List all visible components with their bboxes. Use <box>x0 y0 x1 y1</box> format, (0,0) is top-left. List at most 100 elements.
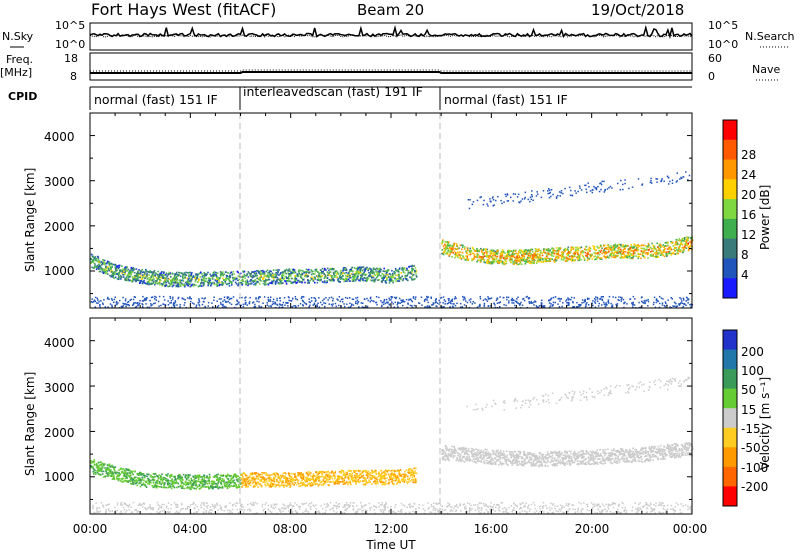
scatter-cell <box>171 272 174 274</box>
scatter-cell <box>308 298 310 300</box>
scatter-cell <box>90 257 92 260</box>
scatter-cell <box>464 259 467 261</box>
scatter-cell <box>346 297 349 299</box>
scatter-cell <box>575 248 577 251</box>
scatter-cell <box>292 270 294 272</box>
scatter-cell <box>204 297 206 299</box>
scatter-cell <box>516 258 519 260</box>
scatter-cell <box>225 306 227 308</box>
scatter-cell <box>173 475 175 478</box>
scatter-cell <box>229 302 231 304</box>
scatter-cell <box>615 255 617 257</box>
scatter-cell <box>682 305 685 308</box>
scatter-cell <box>365 280 368 282</box>
scatter-cell <box>362 278 364 280</box>
scatter-cell <box>409 272 412 275</box>
scatter-cell <box>645 248 648 251</box>
scatter-cell <box>688 174 691 177</box>
scatter-cell <box>690 303 692 306</box>
scatter-cell <box>115 267 118 270</box>
scatter-cell <box>103 259 106 262</box>
scatter-cell <box>357 278 360 281</box>
scatter-cell <box>597 256 599 259</box>
scatter-cell <box>314 300 317 303</box>
scatter-cell <box>188 280 191 282</box>
scatter-cell <box>685 304 687 307</box>
scatter-cell <box>115 471 117 473</box>
scatter-cell <box>473 257 475 259</box>
scatter-cell <box>133 296 136 298</box>
scatter-cell <box>122 305 125 307</box>
scatter-cell <box>606 246 609 249</box>
scatter-cell <box>565 248 567 251</box>
scatter-cell <box>201 273 203 275</box>
scatter-cell <box>307 279 309 281</box>
scatter-cell <box>668 250 671 253</box>
scatter-cell <box>369 300 371 303</box>
scatter-cell <box>387 301 389 303</box>
scatter-cell <box>682 246 684 249</box>
scatter-cell <box>126 469 128 471</box>
scatter-cell <box>133 476 136 478</box>
scatter-cell <box>102 272 105 274</box>
scatter-cell <box>629 248 632 250</box>
scatter-cell <box>129 469 131 472</box>
scatter-cell <box>152 276 155 278</box>
scatter-cell <box>494 254 496 257</box>
scatter-cell <box>328 278 331 281</box>
scatter-cell <box>566 253 568 256</box>
scatter-cell <box>123 474 126 476</box>
scatter-cell <box>392 279 395 282</box>
scatter-cell <box>328 303 330 305</box>
scatter-cell <box>610 302 612 305</box>
scatter-cell <box>142 472 145 475</box>
scatter-cell <box>357 301 359 304</box>
scatter-cell <box>526 295 528 298</box>
freq-panel: Freq. [MHz] 18 8 60 0 Nave <box>0 52 780 83</box>
scatter-cell <box>202 300 205 303</box>
scatter-cell <box>586 302 588 304</box>
scatter-cell <box>96 266 98 268</box>
scatter-cell <box>385 298 388 301</box>
scatter-cell <box>172 284 175 287</box>
scatter-cell <box>404 274 407 277</box>
scatter-cell <box>495 258 498 260</box>
scatter-cell <box>523 257 526 259</box>
scatter-cell <box>503 257 505 260</box>
scatter-cell <box>600 188 602 191</box>
scatter-cell <box>653 245 656 248</box>
scatter-cell <box>414 298 417 300</box>
scatter-cell <box>689 244 691 247</box>
scatter-cell <box>627 248 630 250</box>
scatter-cell <box>97 473 100 476</box>
scatter-cell <box>116 265 119 267</box>
scatter-cell <box>315 299 317 301</box>
scatter-cell <box>195 483 197 485</box>
scatter-cell <box>159 486 161 488</box>
scatter-cell <box>629 247 632 249</box>
scatter-cell <box>403 300 406 303</box>
scatter-cell <box>136 275 138 277</box>
scatter-cell <box>651 182 653 184</box>
scatter-cell <box>152 482 155 484</box>
scatter-cell <box>271 272 274 275</box>
scatter-cell <box>388 297 390 300</box>
scatter-cell <box>623 302 625 305</box>
scatter-cell <box>687 298 689 300</box>
scatter-cell <box>459 244 462 247</box>
scatter-cell <box>149 271 152 273</box>
scatter-cell <box>489 250 491 252</box>
scatter-cell <box>587 248 590 251</box>
scatter-cell <box>529 250 531 252</box>
scatter-cell <box>216 479 218 481</box>
scatter-cell <box>234 276 236 279</box>
scatter-cell <box>531 190 533 192</box>
scatter-cell <box>175 271 178 274</box>
scatter-cell <box>171 285 174 288</box>
scatter-cell <box>103 299 105 301</box>
scatter-cell <box>226 275 228 277</box>
scatter-cell <box>436 305 438 308</box>
scatter-cell <box>202 475 204 478</box>
scatter-cell <box>402 300 404 303</box>
scatter-cell <box>190 279 192 282</box>
